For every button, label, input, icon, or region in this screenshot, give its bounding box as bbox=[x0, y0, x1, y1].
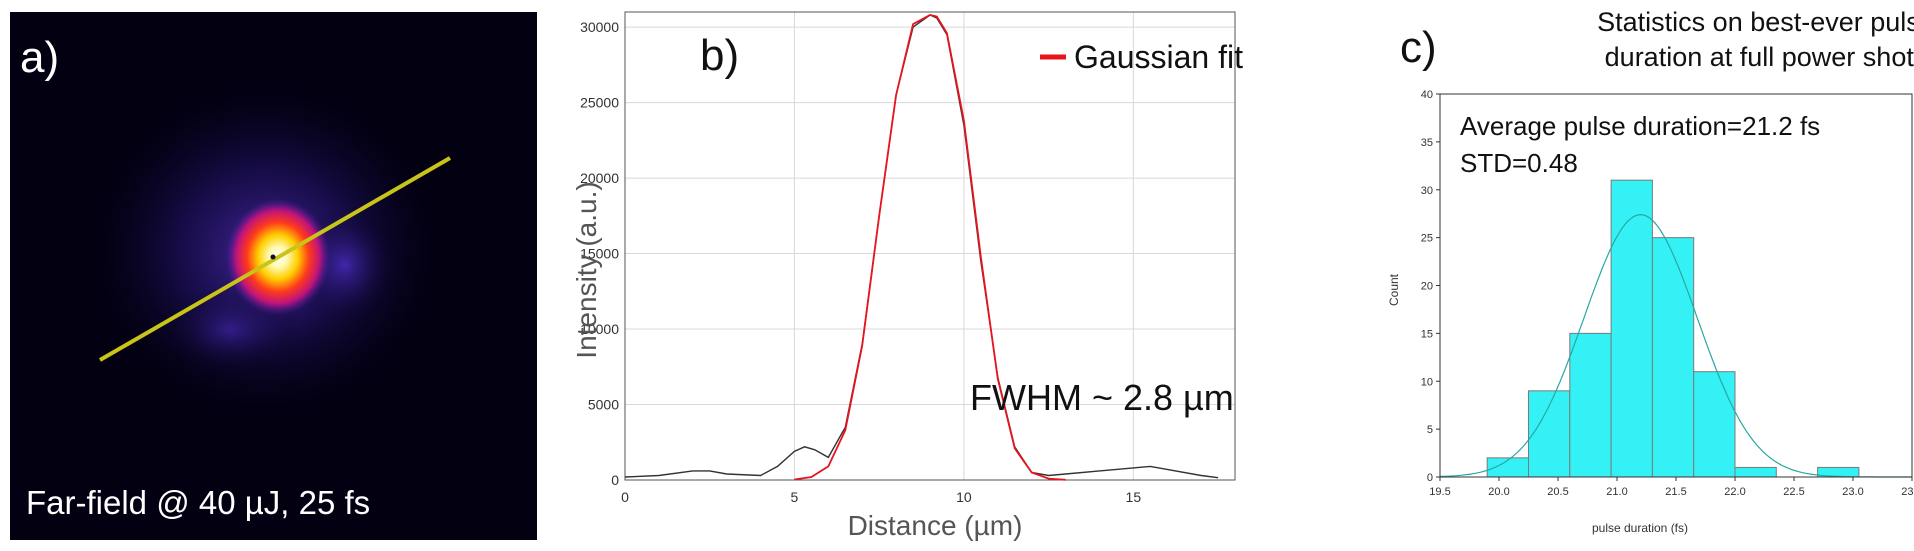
histogram-y-tick-label: 35 bbox=[1421, 137, 1433, 149]
histogram-annotation-mean: Average pulse duration=21.2 fs bbox=[1460, 111, 1820, 141]
histogram-y-axis-label: Count bbox=[1387, 273, 1401, 306]
profile-x-tick-label: 10 bbox=[956, 489, 972, 505]
profile-y-tick-label: 25000 bbox=[580, 95, 619, 111]
histogram-title-line2: duration at full power shots bbox=[1605, 42, 1914, 72]
histogram-y-tick-label: 20 bbox=[1421, 281, 1433, 293]
profile-y-tick-label: 20000 bbox=[580, 170, 619, 186]
profile-gaussian-fit-line bbox=[794, 14, 1066, 481]
profile-plot-frame bbox=[624, 11, 1236, 481]
profile-y-tick-label: 30000 bbox=[580, 19, 619, 35]
histogram-y-tick-label: 0 bbox=[1427, 472, 1433, 484]
histogram-bar bbox=[1569, 332, 1612, 478]
histogram-y-tick-label: 5 bbox=[1427, 424, 1433, 436]
profile-y-tick-label: 15000 bbox=[580, 246, 619, 262]
profile-line bbox=[99, 156, 451, 362]
profile-y-tick-label: 0 bbox=[611, 472, 619, 488]
histogram-bars bbox=[1486, 179, 1860, 478]
panel-b-label: b) bbox=[700, 31, 739, 80]
profile-x-tick-label: 15 bbox=[1126, 489, 1142, 505]
histogram-annotation-std: STD=0.48 bbox=[1460, 148, 1578, 178]
histogram-x-axis-label: pulse duration (fs) bbox=[1592, 521, 1688, 535]
histogram-title-line1: Statistics on best-ever pulse bbox=[1597, 7, 1914, 37]
panel-c: Statistics on best-ever pulse duration a… bbox=[1300, 0, 1914, 546]
beam-center-marker bbox=[270, 254, 276, 260]
histogram-bar bbox=[1693, 371, 1736, 478]
profile-x-tick-label: 0 bbox=[621, 489, 629, 505]
far-field-image: a) Far-field @ 40 µJ, 25 fs bbox=[10, 12, 537, 540]
profile-y-axis-label: Intensity (a.u.) bbox=[571, 181, 602, 358]
histogram-plot-frame bbox=[1439, 93, 1913, 478]
profile-x-axis-label: Distance (µm) bbox=[848, 510, 1023, 541]
legend-label-gaussian: Gaussian fit bbox=[1074, 39, 1243, 75]
panel-a-label: a) bbox=[20, 33, 59, 82]
histogram-bar bbox=[1734, 466, 1777, 478]
panel-a-caption: Far-field @ 40 µJ, 25 fs bbox=[26, 484, 370, 521]
panel-b: 0 5 10 15 0 5000 10000 15000 20000 25000 30000 b) … bbox=[560, 0, 1260, 546]
profile-ticks: 0 5 10 15 0 5000 10000 15000 20000 25000 30000 bbox=[580, 19, 1141, 505]
histogram-x-tick-label: 21.0 bbox=[1606, 486, 1627, 498]
fwhm-annotation: FWHM ~ 2.8 µm bbox=[970, 377, 1234, 418]
profile-measured-line bbox=[624, 14, 1219, 479]
histogram-ticks: 19.5 20.0 20.5 21.0 21.5 22.0 22.5 23.0 23.5 0 5 10… bbox=[1421, 89, 1914, 498]
histogram-bar bbox=[1528, 390, 1571, 478]
profile-y-tick-label: 5000 bbox=[588, 397, 619, 413]
histogram-y-tick-label: 15 bbox=[1421, 328, 1433, 340]
histogram-x-tick-label: 20.5 bbox=[1547, 486, 1568, 498]
histogram-y-tick-label: 10 bbox=[1421, 376, 1433, 388]
histogram-x-tick-label: 22.0 bbox=[1724, 486, 1745, 498]
histogram-x-tick-label: 23.0 bbox=[1842, 486, 1863, 498]
histogram-bar bbox=[1610, 179, 1653, 478]
histogram-chart: Statistics on best-ever pulse duration a… bbox=[1387, 7, 1914, 535]
histogram-y-tick-label: 40 bbox=[1421, 89, 1433, 101]
histogram-x-tick-label: 20.0 bbox=[1488, 486, 1509, 498]
panel-a: a) Far-field @ 40 µJ, 25 fs bbox=[0, 0, 540, 546]
histogram-x-tick-label: 22.5 bbox=[1783, 486, 1804, 498]
profile-y-tick-label: 10000 bbox=[580, 321, 619, 337]
histogram-y-tick-label: 25 bbox=[1421, 233, 1433, 245]
histogram-y-tick-label: 30 bbox=[1421, 185, 1433, 197]
histogram-bar bbox=[1651, 237, 1695, 478]
histogram-x-tick-label: 21.5 bbox=[1665, 486, 1686, 498]
histogram-gaussian-fit bbox=[1439, 213, 1912, 478]
histogram-x-tick-label: 19.5 bbox=[1429, 486, 1450, 498]
histogram-x-tick-label: 23.5 bbox=[1901, 486, 1914, 498]
profile-series bbox=[624, 14, 1219, 481]
panel-c-label: c) bbox=[1400, 23, 1437, 72]
profile-x-tick-label: 5 bbox=[791, 489, 799, 505]
